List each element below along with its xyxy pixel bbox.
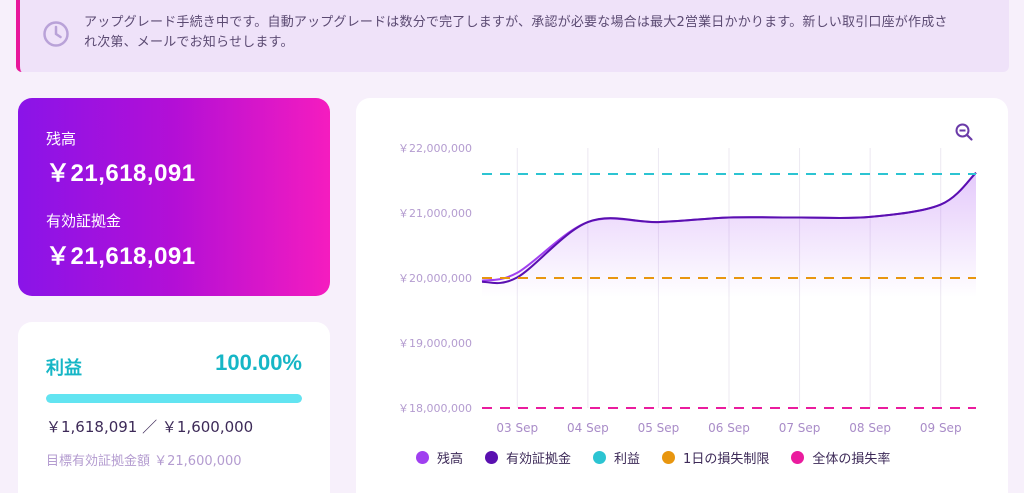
y-tick-label: ￥19,000,000 bbox=[398, 337, 472, 350]
x-tick-label: 03 Sep bbox=[496, 421, 538, 435]
y-tick-label: ￥18,000,000 bbox=[398, 402, 472, 415]
chart-card: 03 Sep 04 Sep 05 Sep 06 Sep 07 Sep 08 Sep 09 S… bbox=[356, 98, 1008, 493]
legend-profit[interactable]: 利益 bbox=[593, 448, 640, 467]
profit-amounts: ￥1,618,091 ／ ￥1,600,000 bbox=[46, 418, 254, 436]
legend-balance[interactable]: 残高 bbox=[416, 448, 463, 467]
y-tick-label: ￥22,000,000 bbox=[398, 142, 472, 155]
legend-dot bbox=[485, 451, 499, 464]
legend-dot bbox=[791, 451, 805, 464]
notice-message: アップグレード手続き中です。自動アップグレードは数分で完了しますが、承認が必要な… bbox=[84, 13, 1004, 53]
equity-line-chart: 03 Sep 04 Sep 05 Sep 06 Sep 07 Sep 08 Sep 09 S… bbox=[398, 142, 977, 435]
x-tick-label: 06 Sep bbox=[708, 421, 750, 435]
balance-label: 残高 bbox=[46, 130, 77, 148]
target-equity: 目標有効証拠金額 ￥21,600,000 bbox=[46, 454, 242, 469]
chart-legend: 残高 有効証拠金 利益 1日の損失制限 全体の損失率 bbox=[416, 448, 890, 467]
profit-progress-bar bbox=[46, 394, 302, 403]
legend-label: 全体の損失率 bbox=[812, 452, 891, 467]
profit-title: 利益 bbox=[46, 358, 82, 379]
legend-total-loss[interactable]: 全体の損失率 bbox=[791, 448, 890, 467]
y-tick-label: ￥21,000,000 bbox=[398, 207, 472, 220]
notice-line-2: れ次第、メールでお知らせします。 bbox=[84, 35, 294, 50]
legend-dot bbox=[416, 451, 429, 464]
notice-line-1: アップグレード手続き中です。自動アップグレードは数分で完了しますが、承認が必要な… bbox=[84, 15, 948, 30]
legend-label: 残高 bbox=[437, 452, 464, 467]
margin-series-line bbox=[481, 171, 977, 285]
zoom-out-icon[interactable] bbox=[954, 122, 974, 142]
legend-daily-loss[interactable]: 1日の損失制限 bbox=[662, 448, 769, 467]
legend-label: 1日の損失制限 bbox=[683, 452, 770, 467]
balance-value: ￥21,618,091 bbox=[46, 160, 196, 187]
legend-label: 有効証拠金 bbox=[506, 452, 572, 467]
profit-progress-fill bbox=[46, 394, 302, 403]
profit-card: 利益 100.00% ￥1,618,091 ／ ￥1,600,000 目標有効証… bbox=[18, 322, 330, 493]
margin-label: 有効証拠金 bbox=[46, 212, 122, 230]
legend-dot bbox=[593, 451, 607, 464]
upgrade-notice: アップグレード手続き中です。自動アップグレードは数分で完了しますが、承認が必要な… bbox=[16, 0, 1009, 72]
y-tick-label: ￥20,000,000 bbox=[398, 272, 472, 285]
x-tick-label: 09 Sep bbox=[920, 421, 962, 435]
legend-margin[interactable]: 有効証拠金 bbox=[485, 448, 571, 467]
balance-area bbox=[482, 172, 976, 298]
legend-dot bbox=[662, 451, 676, 464]
x-tick-label: 08 Sep bbox=[849, 421, 891, 435]
x-tick-label: 05 Sep bbox=[638, 421, 680, 435]
balance-card: 残高 ￥21,618,091 有効証拠金 ￥21,618,091 bbox=[18, 98, 330, 296]
clock-icon bbox=[43, 21, 69, 47]
profit-percent: 100.00% bbox=[215, 350, 302, 375]
x-tick-label: 07 Sep bbox=[779, 421, 821, 435]
margin-value: ￥21,618,091 bbox=[46, 243, 196, 270]
legend-label: 利益 bbox=[614, 452, 641, 467]
x-tick-label: 04 Sep bbox=[567, 421, 609, 435]
